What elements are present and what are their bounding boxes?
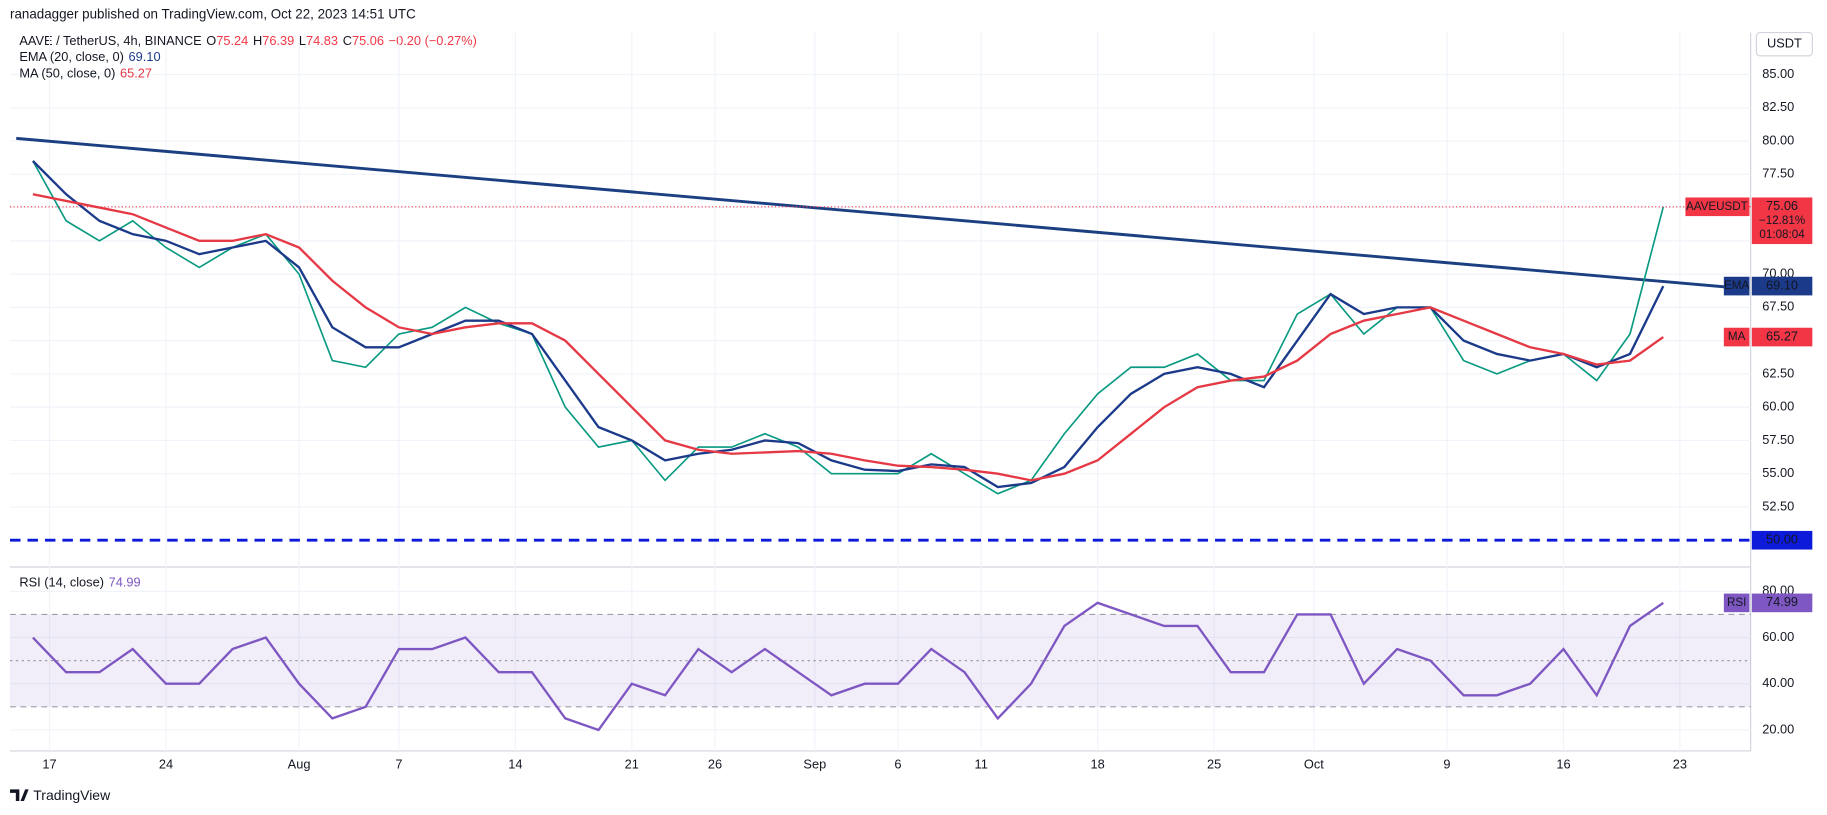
value-badge xyxy=(1723,327,1750,347)
ohlc-key: L xyxy=(299,33,306,48)
y-tick-label: 85.00 xyxy=(1762,66,1794,81)
y-tick-label: 40.00 xyxy=(1762,675,1794,690)
symbol: AAVE / TetherUS, 4h, BINANCE xyxy=(19,33,201,48)
ohlc-value: 74.83 xyxy=(306,33,338,48)
price-change: −12.81% xyxy=(1759,214,1805,227)
y-tick-label: 57.50 xyxy=(1762,432,1794,447)
price-name-badge xyxy=(1685,197,1750,217)
indicator-legend: MA (50, close, 0) 65.27 xyxy=(19,66,152,81)
y-tick-label: 60.00 xyxy=(1762,399,1794,414)
x-tick-label: 14 xyxy=(508,756,522,771)
price-value: 75.06 xyxy=(1766,198,1798,213)
value-badge xyxy=(1723,276,1750,296)
logo: TradingView xyxy=(10,787,111,803)
x-tick-label: 21 xyxy=(625,756,639,771)
y-tick-label: 60.00 xyxy=(1762,629,1794,644)
currency-box xyxy=(1755,32,1813,57)
badge-name: RSI xyxy=(1727,596,1746,609)
indicator-value: 65.27 xyxy=(120,66,152,81)
ohlc-value: 76.39 xyxy=(262,33,294,48)
indicator-legend: RSI (14, close) 74.99 xyxy=(19,575,140,590)
y-tick-label: 80.00 xyxy=(1762,132,1794,147)
indicator-name: MA (50, close, 0) xyxy=(19,66,115,81)
countdown: 01:08:04 xyxy=(1759,228,1805,241)
x-tick-label: 25 xyxy=(1207,756,1221,771)
ohlc-key: O xyxy=(206,33,216,48)
support-badge xyxy=(1751,530,1813,550)
value-badge xyxy=(1723,593,1750,613)
symbol-legend: AAVE / TetherUS, 4h, BINANCE O75.24 H76.39… xyxy=(19,33,477,48)
indicator-value: 69.10 xyxy=(129,50,161,65)
badge-value: 74.99 xyxy=(1766,594,1798,609)
indicator-name: RSI (14, close) xyxy=(19,575,104,590)
value-badge-axis xyxy=(1751,276,1813,296)
x-tick-label: 11 xyxy=(975,756,988,771)
logo-icon xyxy=(10,789,29,802)
logo-text: TradingView xyxy=(33,787,111,803)
y-tick-label: 82.50 xyxy=(1762,99,1794,114)
ohlc-value: 75.24 xyxy=(216,33,248,48)
badge-name: MA xyxy=(1728,330,1746,343)
y-tick-label: 20.00 xyxy=(1762,721,1794,736)
price-name: AAVEUSDT xyxy=(1686,200,1748,213)
x-tick-label: 7 xyxy=(395,756,402,771)
series-line xyxy=(32,160,1665,495)
x-tick-label: 23 xyxy=(1673,756,1687,771)
x-tick-label: 24 xyxy=(159,756,173,771)
x-tick-label: 26 xyxy=(708,756,722,771)
x-tick-label: 9 xyxy=(1443,756,1450,771)
y-tick-label: 62.50 xyxy=(1762,365,1794,380)
currency: USDT xyxy=(1767,36,1802,51)
published-line: ranadagger published on TradingView.com,… xyxy=(10,7,416,22)
change: −0.20 (−0.27%) xyxy=(389,33,477,48)
series-line xyxy=(32,601,1664,732)
y-tick-label: 52.50 xyxy=(1762,498,1794,513)
x-tick-label: 17 xyxy=(42,756,56,771)
series-line xyxy=(32,193,1664,482)
x-tick-label: 6 xyxy=(894,756,901,771)
x-tick-label: Sep xyxy=(803,756,826,771)
value-badge-axis xyxy=(1751,593,1813,613)
value-badge-axis xyxy=(1751,327,1813,347)
x-tick-label: Oct xyxy=(1304,756,1324,771)
y-tick-label: 67.50 xyxy=(1762,299,1794,314)
indicator-legend: EMA (20, close, 0) 69.10 xyxy=(19,50,160,65)
badge-name: EMA xyxy=(1724,279,1749,292)
badge-value: 65.27 xyxy=(1766,328,1798,343)
x-tick-label: 18 xyxy=(1091,756,1105,771)
y-tick-label: 70.00 xyxy=(1762,265,1794,280)
series-line xyxy=(32,160,1665,489)
badge-value: 69.10 xyxy=(1766,277,1798,292)
ohlc-key: C xyxy=(343,33,352,48)
x-tick-label: 16 xyxy=(1556,756,1570,771)
price-badge xyxy=(1751,197,1813,245)
ohlc-key: H xyxy=(253,33,262,48)
indicator-value: 74.99 xyxy=(109,575,141,590)
support-label: 50.00 xyxy=(1766,532,1798,547)
x-tick-label: Aug xyxy=(288,756,311,771)
ohlc-value: 75.06 xyxy=(352,33,384,48)
indicator-name: EMA (20, close, 0) xyxy=(19,50,124,65)
y-tick-label: 55.00 xyxy=(1762,465,1794,480)
y-tick-label: 77.50 xyxy=(1762,166,1794,181)
trendline xyxy=(16,136,1747,291)
